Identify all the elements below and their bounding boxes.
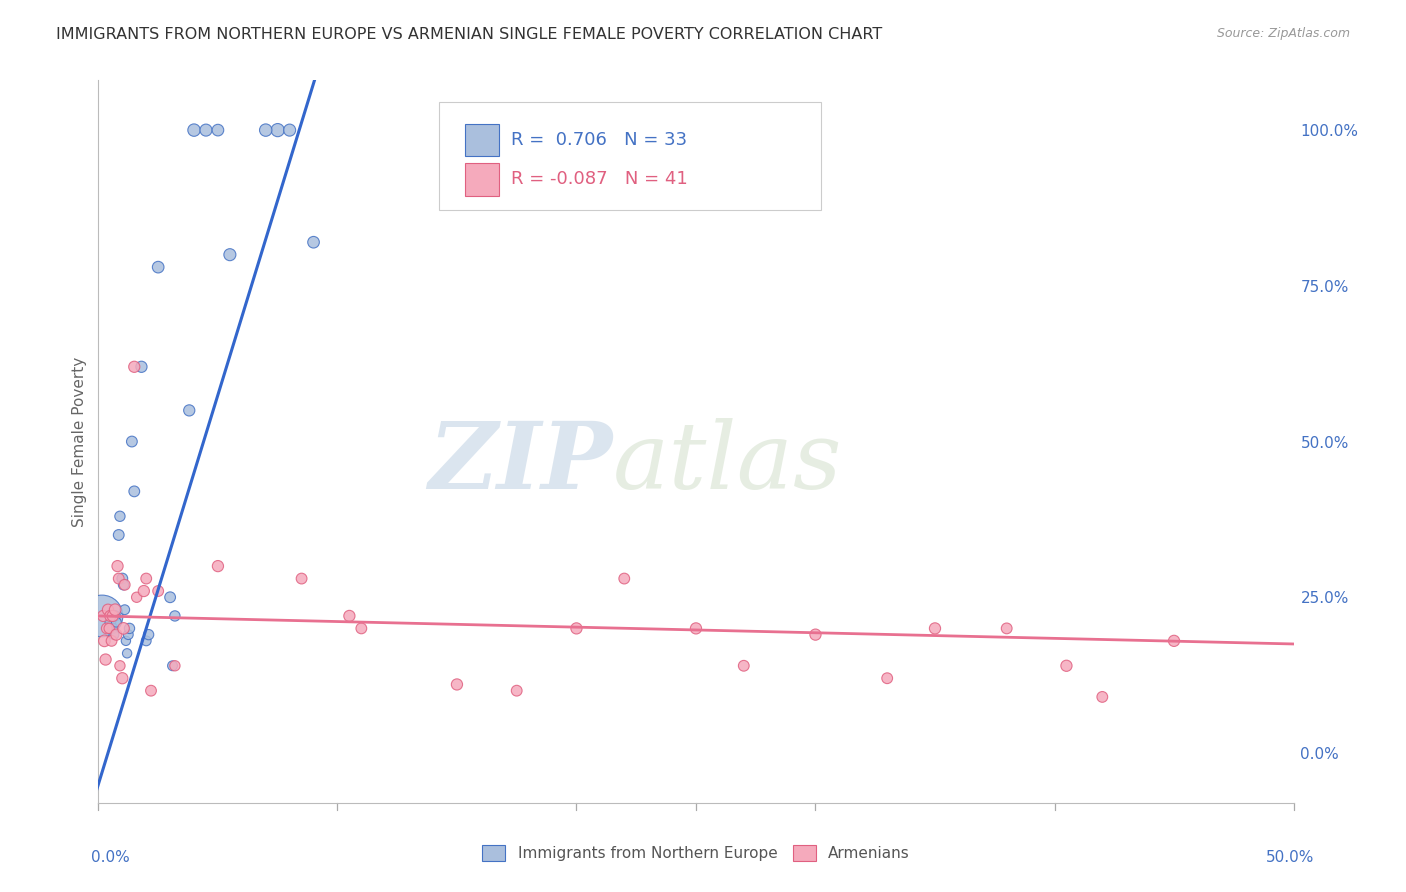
Point [91,609,114,624]
Text: ZIP: ZIP [427,418,613,508]
Point [115,646,138,660]
Point [278,123,301,137]
Point [118,621,141,635]
Point [219,248,242,262]
Text: 0.0%: 0.0% [91,850,131,865]
Point [138,627,160,641]
Point [163,658,186,673]
Y-axis label: Single Female Poverty: Single Female Poverty [72,357,87,526]
Point [124,484,146,499]
Point [339,609,361,624]
Point [111,671,134,685]
Point [98,621,121,635]
Point [117,627,139,641]
Point [103,627,125,641]
Point [108,509,131,524]
Bar [465,163,499,196]
Point [733,658,755,673]
Point [1163,633,1185,648]
Point [291,572,314,586]
Point [107,528,129,542]
Point [101,609,124,624]
Point [924,621,946,635]
Point [254,123,277,137]
Point [93,633,115,648]
Point [179,403,201,417]
Point [135,572,157,586]
Point [91,609,114,624]
Point [97,603,120,617]
Point [105,627,128,641]
Point [995,621,1018,635]
Point [111,572,134,586]
Point [195,123,218,137]
Point [267,123,290,137]
Point [804,627,827,641]
Point [207,123,229,137]
Point [506,683,529,698]
Point [107,572,129,586]
Point [162,658,184,673]
Bar [465,124,499,156]
Point [114,603,136,617]
Point [1056,658,1078,673]
Text: 50.0%: 50.0% [1267,850,1315,865]
Point [163,609,186,624]
Point [148,584,170,599]
Point [104,603,127,617]
Point [124,359,146,374]
Point [112,578,135,592]
Text: atlas: atlas [613,418,842,508]
Point [101,621,124,635]
Point [350,621,373,635]
Point [148,260,170,274]
Point [100,633,122,648]
Point [876,671,898,685]
Point [107,559,129,574]
Point [132,584,155,599]
Point [446,677,468,691]
Point [98,615,122,630]
Point [685,621,707,635]
Point [104,609,127,624]
Point [115,633,138,648]
Point [98,609,122,624]
Point [121,434,143,449]
Point [565,621,588,635]
Point [135,633,157,648]
Point [302,235,325,250]
Text: R = -0.087   N = 41: R = -0.087 N = 41 [510,170,688,188]
Point [207,559,229,574]
Point [112,621,135,635]
Point [183,123,205,137]
Point [125,591,148,605]
Legend: Immigrants from Northern Europe, Armenians: Immigrants from Northern Europe, Armenia… [477,839,915,867]
FancyBboxPatch shape [439,102,821,211]
Point [96,621,118,635]
Text: Source: ZipAtlas.com: Source: ZipAtlas.com [1216,27,1350,40]
Point [94,652,117,666]
Point [159,591,181,605]
Point [131,359,153,374]
Text: R =  0.706   N = 33: R = 0.706 N = 33 [510,130,688,149]
Text: IMMIGRANTS FROM NORTHERN EUROPE VS ARMENIAN SINGLE FEMALE POVERTY CORRELATION CH: IMMIGRANTS FROM NORTHERN EUROPE VS ARMEN… [56,27,883,42]
Point [114,578,136,592]
Point [1091,690,1114,704]
Point [139,683,162,698]
Point [105,615,128,630]
Point [613,572,636,586]
Point [108,658,131,673]
